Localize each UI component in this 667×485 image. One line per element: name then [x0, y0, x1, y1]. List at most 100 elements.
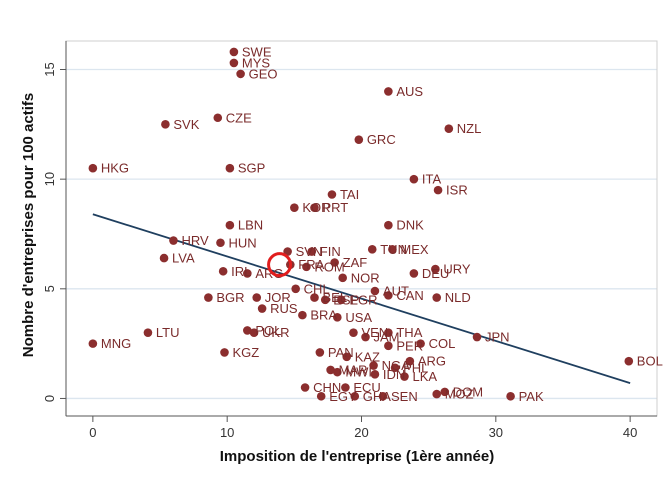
- point-label: LBN: [238, 218, 263, 233]
- x-tick-label: 30: [489, 425, 503, 440]
- point-label: BOL: [637, 354, 663, 369]
- point-label: THA: [396, 325, 422, 340]
- data-point: [330, 258, 339, 267]
- data-point: [354, 135, 364, 144]
- data-point: [326, 365, 335, 375]
- data-point: [440, 387, 450, 397]
- point-label: UKR: [262, 325, 289, 340]
- point-label: PER: [396, 338, 423, 353]
- point-label: MOZ: [445, 387, 474, 402]
- data-point: [252, 293, 262, 302]
- point-label: DNK: [396, 218, 424, 233]
- point-label: VEN: [361, 325, 388, 340]
- axes: 0 5 10 15 0 10 20 30 40: [42, 41, 657, 440]
- point-label: NLD: [445, 290, 471, 305]
- point-label: PAN: [328, 345, 354, 360]
- y-axis-title: Nombre d'entreprises pour 100 actifs: [20, 93, 37, 358]
- data-point: [310, 203, 319, 212]
- point-label: USA: [345, 310, 372, 325]
- point-label: GRC: [367, 132, 396, 147]
- data-point: [213, 113, 223, 123]
- point-label: MAR: [339, 362, 368, 377]
- x-tick-label: 40: [623, 425, 637, 440]
- y-tick-label: 10: [42, 172, 57, 186]
- data-point: [416, 339, 425, 348]
- point-label: ESP: [333, 292, 359, 307]
- point-label: LTU: [156, 325, 180, 340]
- point-label: EGY: [329, 389, 357, 404]
- data-point: [409, 269, 419, 278]
- point-label: CHL: [304, 281, 330, 296]
- point-label: ECU: [353, 380, 380, 395]
- data-point: [298, 310, 307, 320]
- data-point: [384, 341, 393, 351]
- point-label: COL: [429, 336, 456, 351]
- data-point: [159, 253, 169, 263]
- data-point: [405, 356, 415, 366]
- point-label: LKA: [412, 369, 437, 384]
- point-label: KOR: [302, 200, 330, 215]
- data-point: [249, 328, 259, 337]
- fit-line: [92, 213, 631, 384]
- data-point: [400, 372, 409, 381]
- data-point: [88, 163, 98, 173]
- data-point: [338, 273, 347, 283]
- data-point: [432, 293, 442, 302]
- data-point: [384, 220, 393, 230]
- y-tick-label: 0: [42, 395, 57, 402]
- point-label: JPN: [485, 330, 510, 345]
- data-point: [341, 383, 350, 392]
- point-label: SVN: [296, 244, 323, 259]
- point-label: CAN: [396, 288, 423, 303]
- point-label: MWI: [345, 365, 372, 380]
- point-label: URY: [443, 262, 471, 277]
- point-label: PRT: [322, 200, 348, 215]
- data-point: [316, 391, 326, 401]
- point-label: ITA: [422, 172, 442, 187]
- data-point: [390, 363, 400, 373]
- data-point: [384, 291, 393, 300]
- point-label: AUT: [383, 284, 409, 299]
- point-label: TAI: [340, 187, 359, 202]
- point-label: ISR: [446, 183, 468, 198]
- y-tick-label: 15: [42, 62, 57, 76]
- highlight-ring: [267, 252, 293, 278]
- data-point: [433, 185, 443, 195]
- data-point: [342, 352, 352, 362]
- point-label: BGR: [216, 290, 244, 305]
- point-label: SEN: [391, 389, 418, 404]
- highlight-group: [267, 252, 293, 278]
- data-point: [243, 326, 252, 335]
- point-label: TUN: [380, 242, 407, 257]
- data-point: [218, 266, 228, 276]
- point-label: ARG: [418, 354, 446, 369]
- data-point: [327, 190, 337, 199]
- point-label: CZE: [226, 110, 252, 125]
- data-point: [506, 391, 515, 401]
- data-point: [320, 295, 330, 305]
- point-label: NOR: [351, 270, 380, 285]
- point-label: AUS: [396, 84, 423, 99]
- points-group: [88, 47, 634, 401]
- data-point: [229, 47, 239, 57]
- data-point: [236, 69, 245, 79]
- data-point: [225, 220, 235, 230]
- data-point: [624, 356, 634, 366]
- point-label: HRV: [181, 233, 209, 248]
- point-label: HKG: [101, 161, 129, 176]
- data-point: [337, 295, 346, 305]
- data-point: [257, 304, 267, 313]
- x-tick-label: 20: [354, 425, 368, 440]
- point-label: IDN: [383, 367, 405, 382]
- data-point: [169, 236, 178, 245]
- point-label: KAZ: [355, 349, 380, 364]
- fit-line-group: [92, 213, 631, 384]
- point-label: SGP: [238, 161, 265, 176]
- data-point: [349, 328, 358, 337]
- data-point: [291, 284, 300, 294]
- data-point: [220, 348, 229, 357]
- point-label: HUN: [228, 235, 256, 250]
- data-point: [472, 332, 482, 342]
